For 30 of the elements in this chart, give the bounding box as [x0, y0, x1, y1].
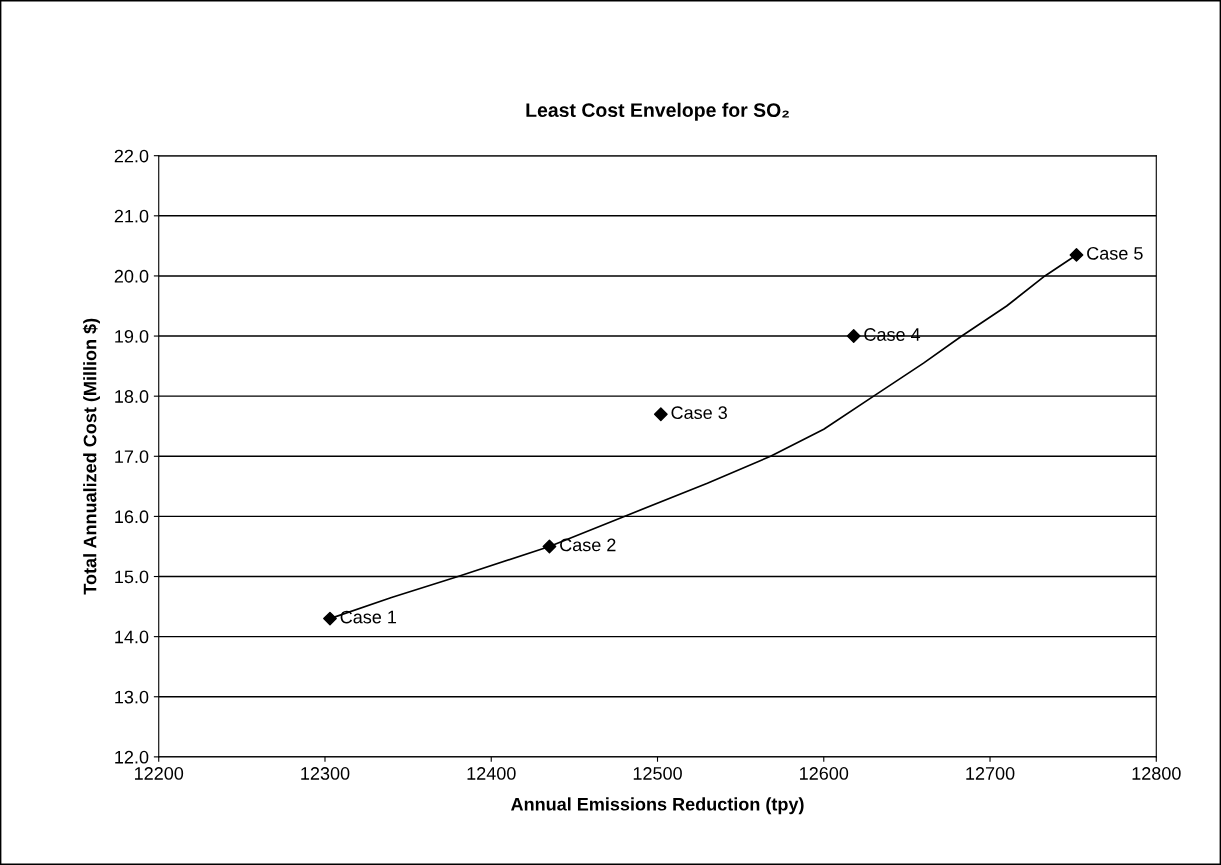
y-tick-label: 21.0	[114, 209, 149, 223]
y-tick-label: 12.0	[115, 750, 149, 764]
annotation: Case 5	[1087, 246, 1143, 260]
point	[653, 407, 668, 422]
x-tick-label: 12200	[135, 767, 184, 780]
y-tick-label: 13.0	[115, 690, 149, 704]
y-tick-label: 16.0	[115, 510, 149, 524]
point	[846, 329, 861, 343]
point	[542, 539, 557, 554]
annotation: Case 3	[671, 406, 727, 420]
annotation: Case 1	[340, 610, 397, 624]
y-tick-label: 18.0	[115, 390, 149, 403]
x-tick-label: 12800	[1132, 767, 1181, 780]
y-tick-label: 17.0	[115, 450, 149, 464]
y-tick-label: 19.0	[115, 329, 149, 343]
y-tick-label: 15.0	[115, 570, 149, 584]
x-tick-label: 12400	[467, 767, 516, 780]
y-tick-label: 20.0	[114, 269, 149, 283]
point	[1069, 247, 1084, 262]
annotation: Case 2	[560, 538, 616, 552]
x-tick-label: 12300	[301, 767, 350, 780]
x-tick-label: 12500	[633, 767, 682, 780]
x-tick-label: 12700	[966, 767, 1015, 780]
point	[323, 611, 337, 626]
chart-title: Least Cost Envelope for SO₂	[526, 102, 789, 121]
y-tick-label: 14.0	[115, 630, 149, 644]
y-tick-label: 22.0	[114, 149, 149, 163]
y-axis-title: Total Annualized Cost (Million $)	[82, 318, 100, 595]
x-tick-label: 12600	[800, 767, 849, 780]
x-axis-title: Annual Emissions Reduction (tpy)	[511, 797, 804, 815]
